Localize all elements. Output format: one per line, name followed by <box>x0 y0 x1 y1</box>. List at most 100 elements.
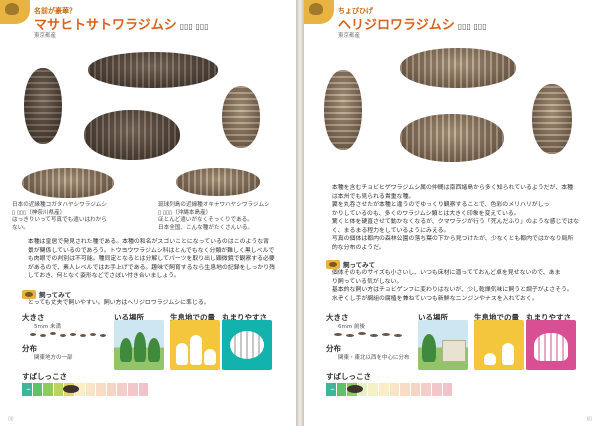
right-body-line6: く、まるまる程力をしているようにみえる。 <box>331 227 450 234</box>
right-speed-label: すばしっこさ <box>326 372 371 381</box>
right-title-latin: ▯▯▯ ▯▯▯ <box>457 22 487 31</box>
speed-segment <box>127 383 138 396</box>
isopod-tab-icon <box>0 0 30 24</box>
right-amount-label: 生息地での量 <box>474 313 519 322</box>
speed-segment <box>368 383 378 396</box>
size-isopod-icon <box>30 333 36 336</box>
isopod-box-icon <box>22 289 36 299</box>
isopod-photo-small-left <box>22 168 114 198</box>
amount-pill-icon <box>190 335 202 365</box>
speed-segment <box>326 383 336 396</box>
amount-pill-icon <box>484 353 496 365</box>
left-title-latin: ▯▯▯ ▯▯▯ <box>179 22 209 31</box>
right-speed-scale <box>326 383 453 396</box>
speed-segment <box>85 383 96 396</box>
rolled-ball-icon <box>230 331 264 359</box>
right-size-value: 6mm 前後 <box>338 324 365 330</box>
size-isopod-icon <box>346 334 354 337</box>
left-body-line4: があるので、素人レベルではお手上げである。趣味で飼育するなら生息地の記録をしっか… <box>27 264 276 271</box>
tree-icon <box>134 332 146 362</box>
amount-pill-icon <box>502 343 514 365</box>
isopod-photo-center <box>84 110 180 160</box>
left-round-label: 丸まりやすさ <box>222 313 267 322</box>
left-origin: 東京都産 <box>34 33 57 39</box>
speed-segment <box>106 383 117 396</box>
left-habitat-label: いる場所 <box>114 313 144 322</box>
half-rolled-isopod-icon <box>526 320 576 370</box>
speed-segment <box>53 383 64 396</box>
size-isopod-icon <box>80 334 86 337</box>
right-caption-label: ちょびひげ <box>338 7 373 15</box>
caption-a-line1: 日本の近縁種コガタハヤシワラジムシ <box>12 202 107 208</box>
tree-icon <box>148 338 160 362</box>
right-origin: 東京都産 <box>338 33 361 39</box>
book-gutter <box>296 0 304 426</box>
speed-segment <box>442 383 453 396</box>
right-size-label: 大きさ <box>326 313 349 322</box>
caption-a-place: （神奈川県産） <box>26 209 66 216</box>
left-title-jp: マサヒトサトワラジムシ <box>34 18 177 33</box>
caption-b-line2: ほとんど違いがなくそっくりである。 <box>158 217 253 224</box>
left-page: 名前が豪華？ マサヒトサトワラジムシ ▯▯▯ ▯▯▯ 東京都産 日本の近縁種コガタ… <box>0 0 296 426</box>
left-speed-isopod-icon <box>62 385 79 393</box>
caption-a-line3: ない。 <box>12 224 29 231</box>
left-keep-heading: 飼ってみて <box>22 289 71 299</box>
speed-segment <box>43 383 53 396</box>
speed-segment <box>400 383 410 396</box>
size-isopod-icon <box>60 334 66 337</box>
left-body-line2: 景が関係しているのであろう。トウヨウワラジムシ科はとんでもなく分類が難しく黒しべ… <box>27 247 275 254</box>
size-isopod-icon <box>334 333 342 336</box>
amount-rating-icon <box>170 320 220 370</box>
speed-segment <box>138 383 149 396</box>
left-distribution-label: 分布 <box>22 344 37 353</box>
speed-segment <box>32 383 43 396</box>
speed-segment <box>96 383 106 396</box>
speed-segment <box>22 383 32 396</box>
right-keep-line2: り飼っている気がしない。 <box>331 278 403 285</box>
right-body-line2: は本州でも見られる貴重な種。 <box>331 193 415 200</box>
size-isopod-icon <box>382 333 390 336</box>
right-body-line7: 写真の個体は都内の森林公園の落ち葉の下から見つけたが、少なくとも都内ではかなり局… <box>331 236 574 243</box>
left-species-title: マサヒトサトワラジムシ ▯▯▯ ▯▯▯ <box>34 14 209 33</box>
size-isopod-icon <box>40 334 46 337</box>
right-body-line5: 驚くと体を硬直させて動かなくなるが、クマワラジが行う「死んだふり」のような感じで… <box>331 219 580 226</box>
left-caption-label: 名前が豪華？ <box>34 7 76 15</box>
right-keep-heading-text: 飼ってみて <box>343 261 376 269</box>
size-isopod-icon <box>70 333 76 336</box>
right-title-jp: ヘリジロワラジムシ <box>338 18 455 33</box>
left-speed-label: すばしっこさ <box>22 372 67 381</box>
left-keep-heading-text: 飼ってみて <box>39 291 72 299</box>
speed-segment <box>431 383 442 396</box>
right-page-number: ▯▯ <box>586 416 592 422</box>
left-amount-label: 生息地での量 <box>170 313 215 322</box>
amount-rating-icon <box>474 320 524 370</box>
speed-segment <box>389 383 400 396</box>
isopod-photo-vertical-right <box>222 86 260 148</box>
left-speed-max: + <box>274 387 279 393</box>
tree-icon <box>422 334 436 362</box>
speed-segment <box>74 383 85 396</box>
right-keep-line3: 基本的な飼い方はチョビゲンフに変わりはないが、少し乾燥気味に飼うと調子がよさそう… <box>331 287 573 294</box>
right-body-line4: かりしているのも、多くのワラジムシ類とは大きく印象を変えている。 <box>331 210 520 217</box>
caption-b-place: （沖縄本島産） <box>172 209 212 216</box>
size-isopod-icon <box>50 332 56 335</box>
right-page: ちょびひげ ヘリジロワラジムシ ▯▯▯ ▯▯▯ 東京都産 本種を含むチョビヒゲワラ… <box>304 0 600 426</box>
left-speed-scale <box>22 383 149 396</box>
speed-segment <box>336 383 347 396</box>
isopod-box-icon <box>326 259 340 269</box>
left-photo-caption-a: 日本の近縁種コガタハヤシワラジムシ ▯ ▯▯▯（神奈川県産） はっきりいって写真… <box>12 202 142 232</box>
right-distribution-label: 分布 <box>326 344 341 353</box>
isopod-tab-icon <box>304 0 334 24</box>
speed-segment <box>378 383 389 396</box>
size-isopod-icon <box>90 333 96 336</box>
right-keep-line4: 水ぞくし手が網組の腐植を兼ねていつも新鮮なニンジンやナスを入れておく。 <box>331 295 538 302</box>
rolled-ball-icon <box>534 333 568 361</box>
isopod-photo-center <box>400 114 504 162</box>
left-keep-text: とっても丈夫で飼いやすい。飼い方はヘリジロワラジムシに準じる。 <box>27 300 210 306</box>
caption-a-species: ▯ ▯▯▯（神奈川県産） <box>12 210 142 218</box>
speed-segment <box>410 383 421 396</box>
isopod-photo-main-top <box>400 48 516 88</box>
caption-b-line1: 琉球列島の近縁種オキナワハヤシワラジムシ <box>158 202 270 208</box>
caption-a-latin: ▯ ▯▯▯ <box>12 209 27 216</box>
